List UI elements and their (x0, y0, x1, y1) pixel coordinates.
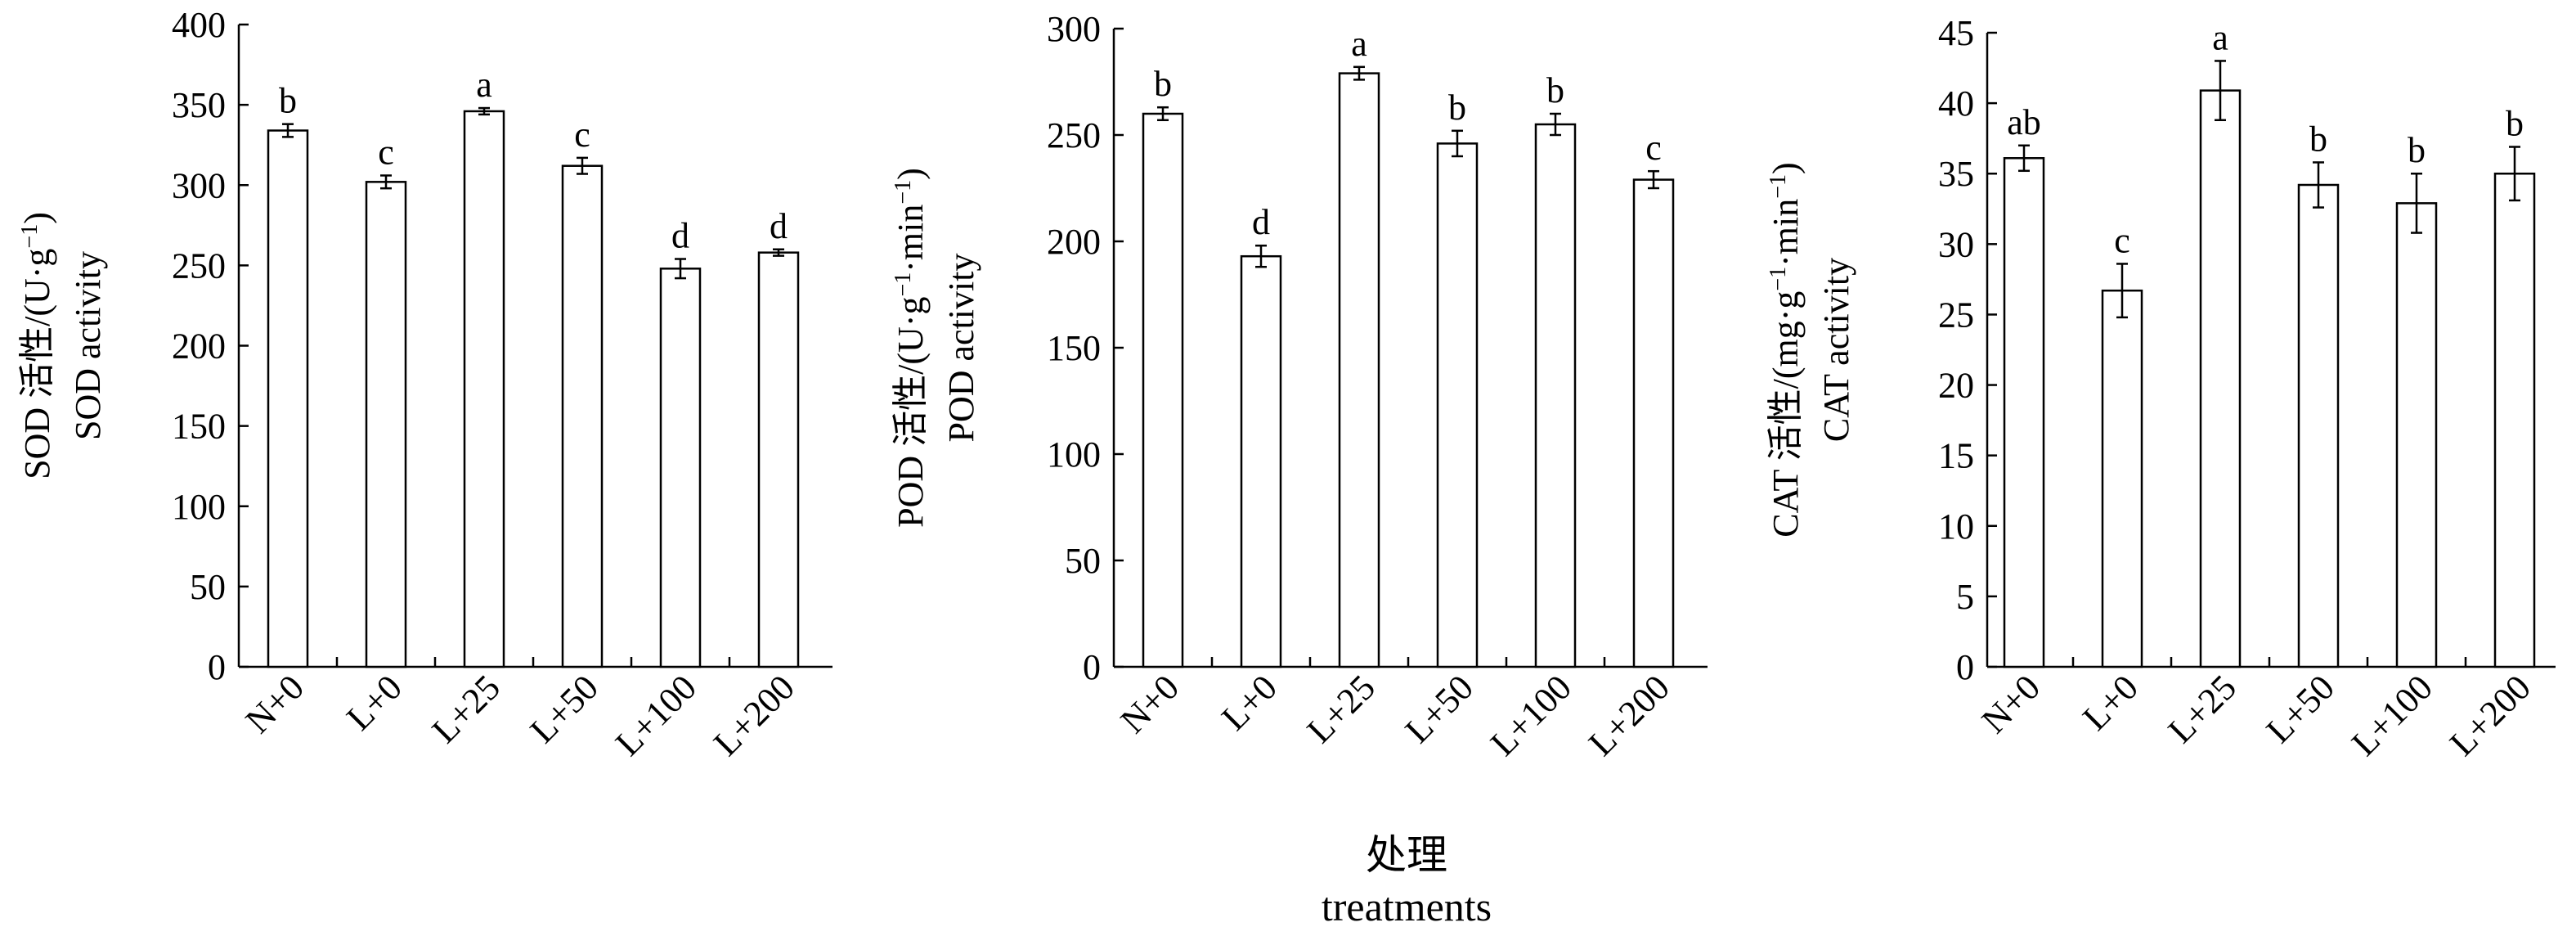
x-category-label: N+0 (1113, 667, 1187, 740)
y-axis-label-en: POD activity (941, 254, 981, 443)
y-tick-label: 0 (208, 647, 226, 687)
significance-label: c (378, 132, 394, 172)
y-tick-label: 40 (1938, 83, 1974, 124)
chart-panel-3: 0 5 10 15 20 25 30 35 40 45 ab N+0 c L+0 a L+25 b L+50 b L+… (1766, 13, 2556, 763)
x-category-label: L+25 (1299, 667, 1383, 750)
bar (2199, 89, 2242, 668)
significance-label: a (1351, 24, 1367, 64)
bar (2101, 289, 2143, 668)
significance-label: b (2309, 119, 2327, 159)
x-axis-title-cn: 处理 (1366, 832, 1447, 878)
x-category-label: L+50 (2259, 667, 2342, 750)
y-tick-label: 100 (1047, 434, 1101, 475)
y-tick-label: 400 (172, 5, 226, 45)
x-category-label: N+0 (238, 667, 312, 740)
significance-label: c (574, 115, 590, 155)
y-tick-label: 300 (172, 165, 226, 205)
x-category-label: N+0 (1974, 667, 2048, 740)
bar (267, 129, 309, 668)
y-tick-label: 0 (1083, 647, 1101, 687)
x-axis-title-en: treatments (1322, 884, 1492, 929)
significance-label: a (2212, 17, 2228, 57)
bar (1534, 123, 1577, 668)
x-category-label: L+100 (2344, 667, 2440, 763)
x-category-label: L+0 (1214, 667, 1285, 738)
y-axis-label-en: SOD activity (68, 251, 108, 440)
y-tick-label: 200 (1047, 222, 1101, 262)
bar (2003, 157, 2045, 668)
y-tick-label: 25 (1938, 295, 1974, 335)
significance-label: b (1154, 64, 1172, 104)
bar (1436, 142, 1479, 668)
significance-label: b (2506, 104, 2524, 144)
bar (365, 181, 407, 668)
y-tick-label: 15 (1938, 436, 1974, 476)
y-tick-label: 250 (172, 245, 226, 286)
significance-label: a (476, 65, 492, 105)
x-category-label: L+100 (1483, 667, 1579, 763)
y-tick-label: 100 (172, 487, 226, 527)
y-axis-label: CAT 活性/(mg·g−1·min−1) (1766, 162, 1806, 537)
chart-panel-2: 0 50 100 150 200 250 300 b N+0 d L+0 a L+25 b L+50 b L+1… (891, 9, 1708, 763)
bar (561, 164, 604, 668)
x-category-label: L+200 (706, 667, 802, 763)
significance-label: b (1448, 88, 1466, 128)
significance-label: b (1546, 70, 1564, 110)
y-tick-label: 150 (1047, 328, 1101, 368)
x-category-label: L+100 (608, 667, 704, 763)
y-tick-label: 10 (1938, 506, 1974, 547)
y-tick-label: 300 (1047, 9, 1101, 49)
bar (1338, 72, 1380, 668)
y-tick-label: 350 (172, 85, 226, 125)
x-category-label: L+25 (424, 667, 508, 750)
x-category-label: L+25 (2161, 667, 2244, 750)
y-tick-label: 0 (1956, 647, 1974, 687)
y-tick-label: 250 (1047, 115, 1101, 155)
x-category-label: L+50 (1398, 667, 1481, 750)
y-tick-label: 20 (1938, 366, 1974, 406)
significance-label: b (279, 81, 297, 121)
significance-label: d (770, 206, 788, 246)
y-tick-label: 30 (1938, 224, 1974, 264)
y-tick-label: 200 (172, 326, 226, 367)
x-category-label: L+0 (339, 667, 410, 738)
significance-label: ab (2007, 102, 2041, 142)
x-category-label: L+200 (1581, 667, 1677, 763)
y-tick-label: 35 (1938, 154, 1974, 194)
x-category-label: L+0 (2075, 667, 2146, 738)
y-tick-label: 150 (172, 407, 226, 447)
bar (463, 110, 505, 668)
y-tick-label: 5 (1956, 577, 1974, 617)
significance-label: d (1252, 202, 1270, 242)
x-category-label: L+50 (523, 667, 606, 750)
bar (2297, 183, 2340, 668)
significance-label: d (671, 216, 689, 256)
bar (1142, 112, 1184, 668)
bar (757, 251, 800, 668)
bar (2493, 172, 2536, 668)
x-category-label: L+200 (2442, 667, 2538, 763)
bar (1240, 254, 1282, 668)
y-tick-label: 45 (1938, 13, 1974, 53)
y-axis-label: POD 活性/(U·g−1·min−1) (891, 168, 931, 528)
chart-panel-1: 0 50 100 150 200 250 300 350 400 b N+0 c L+0 a L+25 c L+… (17, 5, 832, 763)
y-tick-label: 50 (190, 567, 226, 607)
y-axis-label-en: CAT activity (1816, 258, 1856, 442)
bar (2395, 202, 2438, 668)
y-tick-label: 50 (1065, 541, 1101, 581)
significance-label: c (2114, 220, 2130, 260)
bar (1632, 178, 1675, 668)
significance-label: c (1645, 128, 1662, 168)
bar (659, 268, 702, 668)
significance-label: b (2408, 130, 2426, 170)
y-axis-label: SOD 活性/(U·g−1) (17, 212, 58, 479)
